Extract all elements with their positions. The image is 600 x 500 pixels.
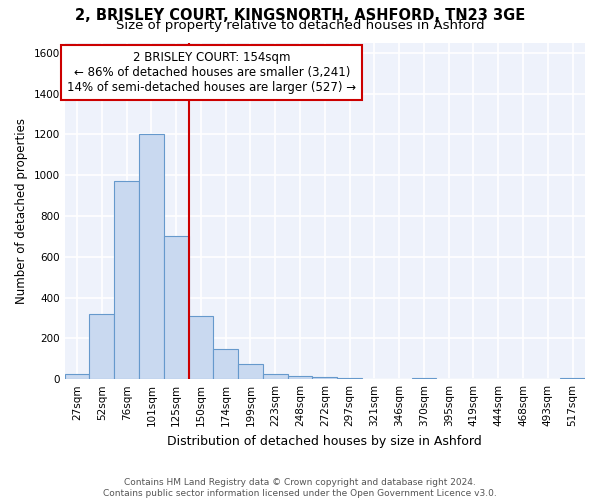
Bar bbox=[89, 314, 114, 379]
Bar bbox=[238, 364, 263, 379]
Bar bbox=[214, 348, 238, 379]
Bar bbox=[412, 378, 436, 379]
Text: 2, BRISLEY COURT, KINGSNORTH, ASHFORD, TN23 3GE: 2, BRISLEY COURT, KINGSNORTH, ASHFORD, T… bbox=[75, 8, 525, 22]
Bar bbox=[65, 374, 89, 379]
Bar bbox=[139, 134, 164, 379]
Bar bbox=[337, 378, 362, 379]
Bar bbox=[287, 376, 313, 379]
Bar bbox=[188, 316, 214, 379]
Bar bbox=[313, 376, 337, 379]
Bar bbox=[164, 236, 188, 379]
X-axis label: Distribution of detached houses by size in Ashford: Distribution of detached houses by size … bbox=[167, 434, 482, 448]
Text: Contains HM Land Registry data © Crown copyright and database right 2024.
Contai: Contains HM Land Registry data © Crown c… bbox=[103, 478, 497, 498]
Text: Size of property relative to detached houses in Ashford: Size of property relative to detached ho… bbox=[116, 18, 484, 32]
Y-axis label: Number of detached properties: Number of detached properties bbox=[15, 118, 28, 304]
Bar bbox=[114, 182, 139, 379]
Text: 2 BRISLEY COURT: 154sqm
← 86% of detached houses are smaller (3,241)
14% of semi: 2 BRISLEY COURT: 154sqm ← 86% of detache… bbox=[67, 51, 356, 94]
Bar bbox=[560, 378, 585, 379]
Bar bbox=[263, 374, 287, 379]
